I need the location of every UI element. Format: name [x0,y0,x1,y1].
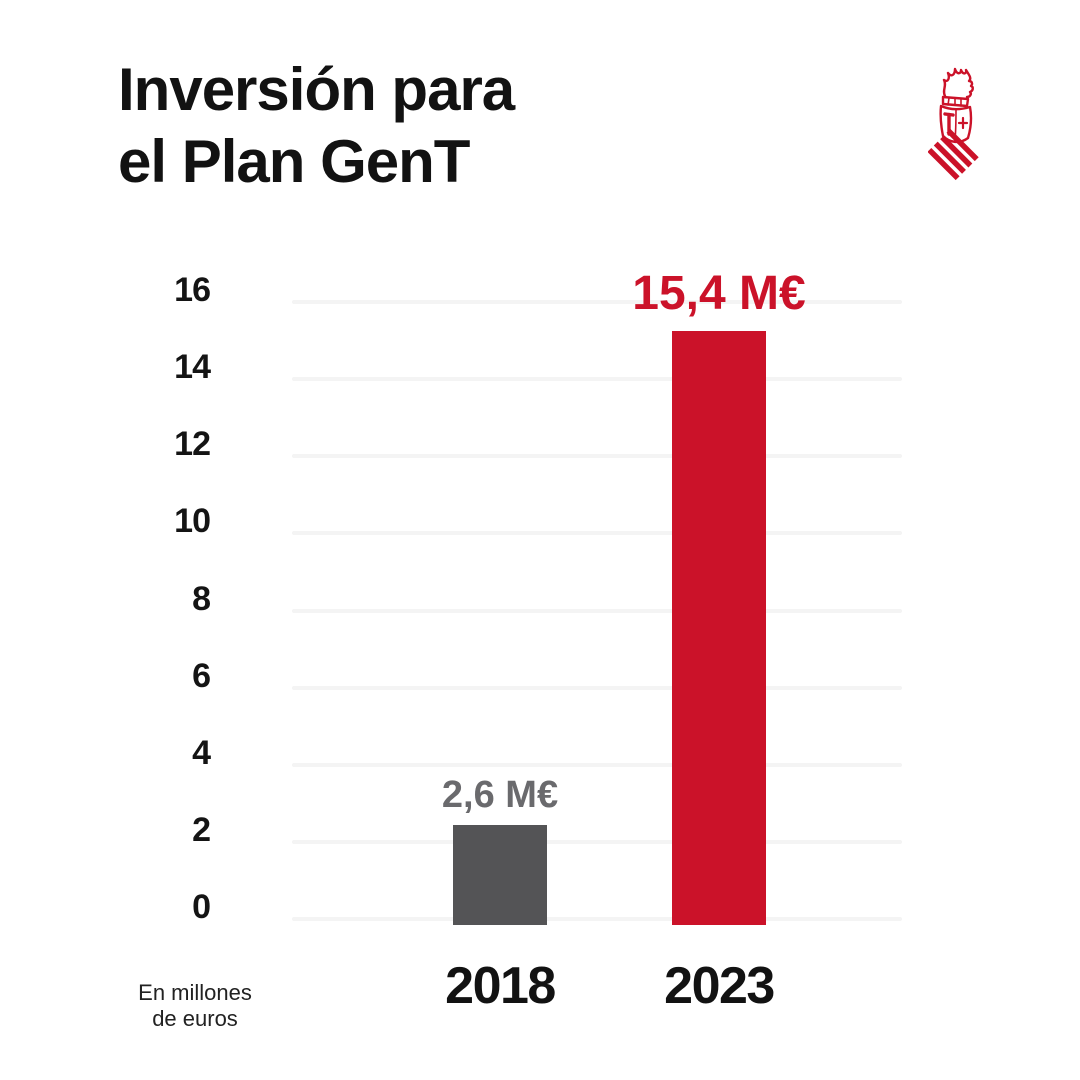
gridline-12 [292,454,902,459]
gridline-0 [292,917,902,921]
axis-unit-note-line1: En millones [138,980,252,1005]
generalitat-valenciana-crest-icon [928,67,979,181]
page-title-line2: el Plan GenT [118,128,470,195]
gridline-2 [292,839,902,844]
y-tick-label-4: 4 [192,733,211,772]
gridline-4 [292,762,902,767]
crest-crown [941,95,970,108]
gridline-16 [292,300,902,304]
x-axis-label-2018: 2018 [445,957,556,1015]
page-title: Inversión para el Plan GenT [118,54,515,198]
bar-2023 [672,331,766,925]
gridline-6 [292,685,902,690]
axis-unit-note: En millones de euros [110,980,280,1032]
axis-unit-note-line2: de euros [152,1006,238,1031]
y-tick-label-14: 14 [174,348,211,387]
y-tick-label-8: 8 [192,579,211,618]
gridline-14 [292,377,902,382]
bar-value-label-2018: 2,6 M€ [441,774,559,816]
gridline-8 [292,608,902,613]
page-title-line1: Inversión para [118,56,515,123]
senyera-stripes [928,128,979,181]
y-tick-label-10: 10 [174,502,211,541]
y-tick-label-12: 12 [174,425,211,464]
y-tick-label-2: 2 [192,810,211,849]
gridline-10 [292,531,902,536]
y-tick-label-6: 6 [192,656,211,695]
shield-outline [939,104,973,144]
bar-value-label-2023: 15,4 M€ [632,267,806,320]
y-tick-label-16: 16 [174,271,211,309]
x-axis-label-2023: 2023 [664,957,775,1015]
crest-dragon-outline [942,67,974,99]
bar-2018 [453,825,547,925]
y-tick-label-0: 0 [192,888,211,926]
